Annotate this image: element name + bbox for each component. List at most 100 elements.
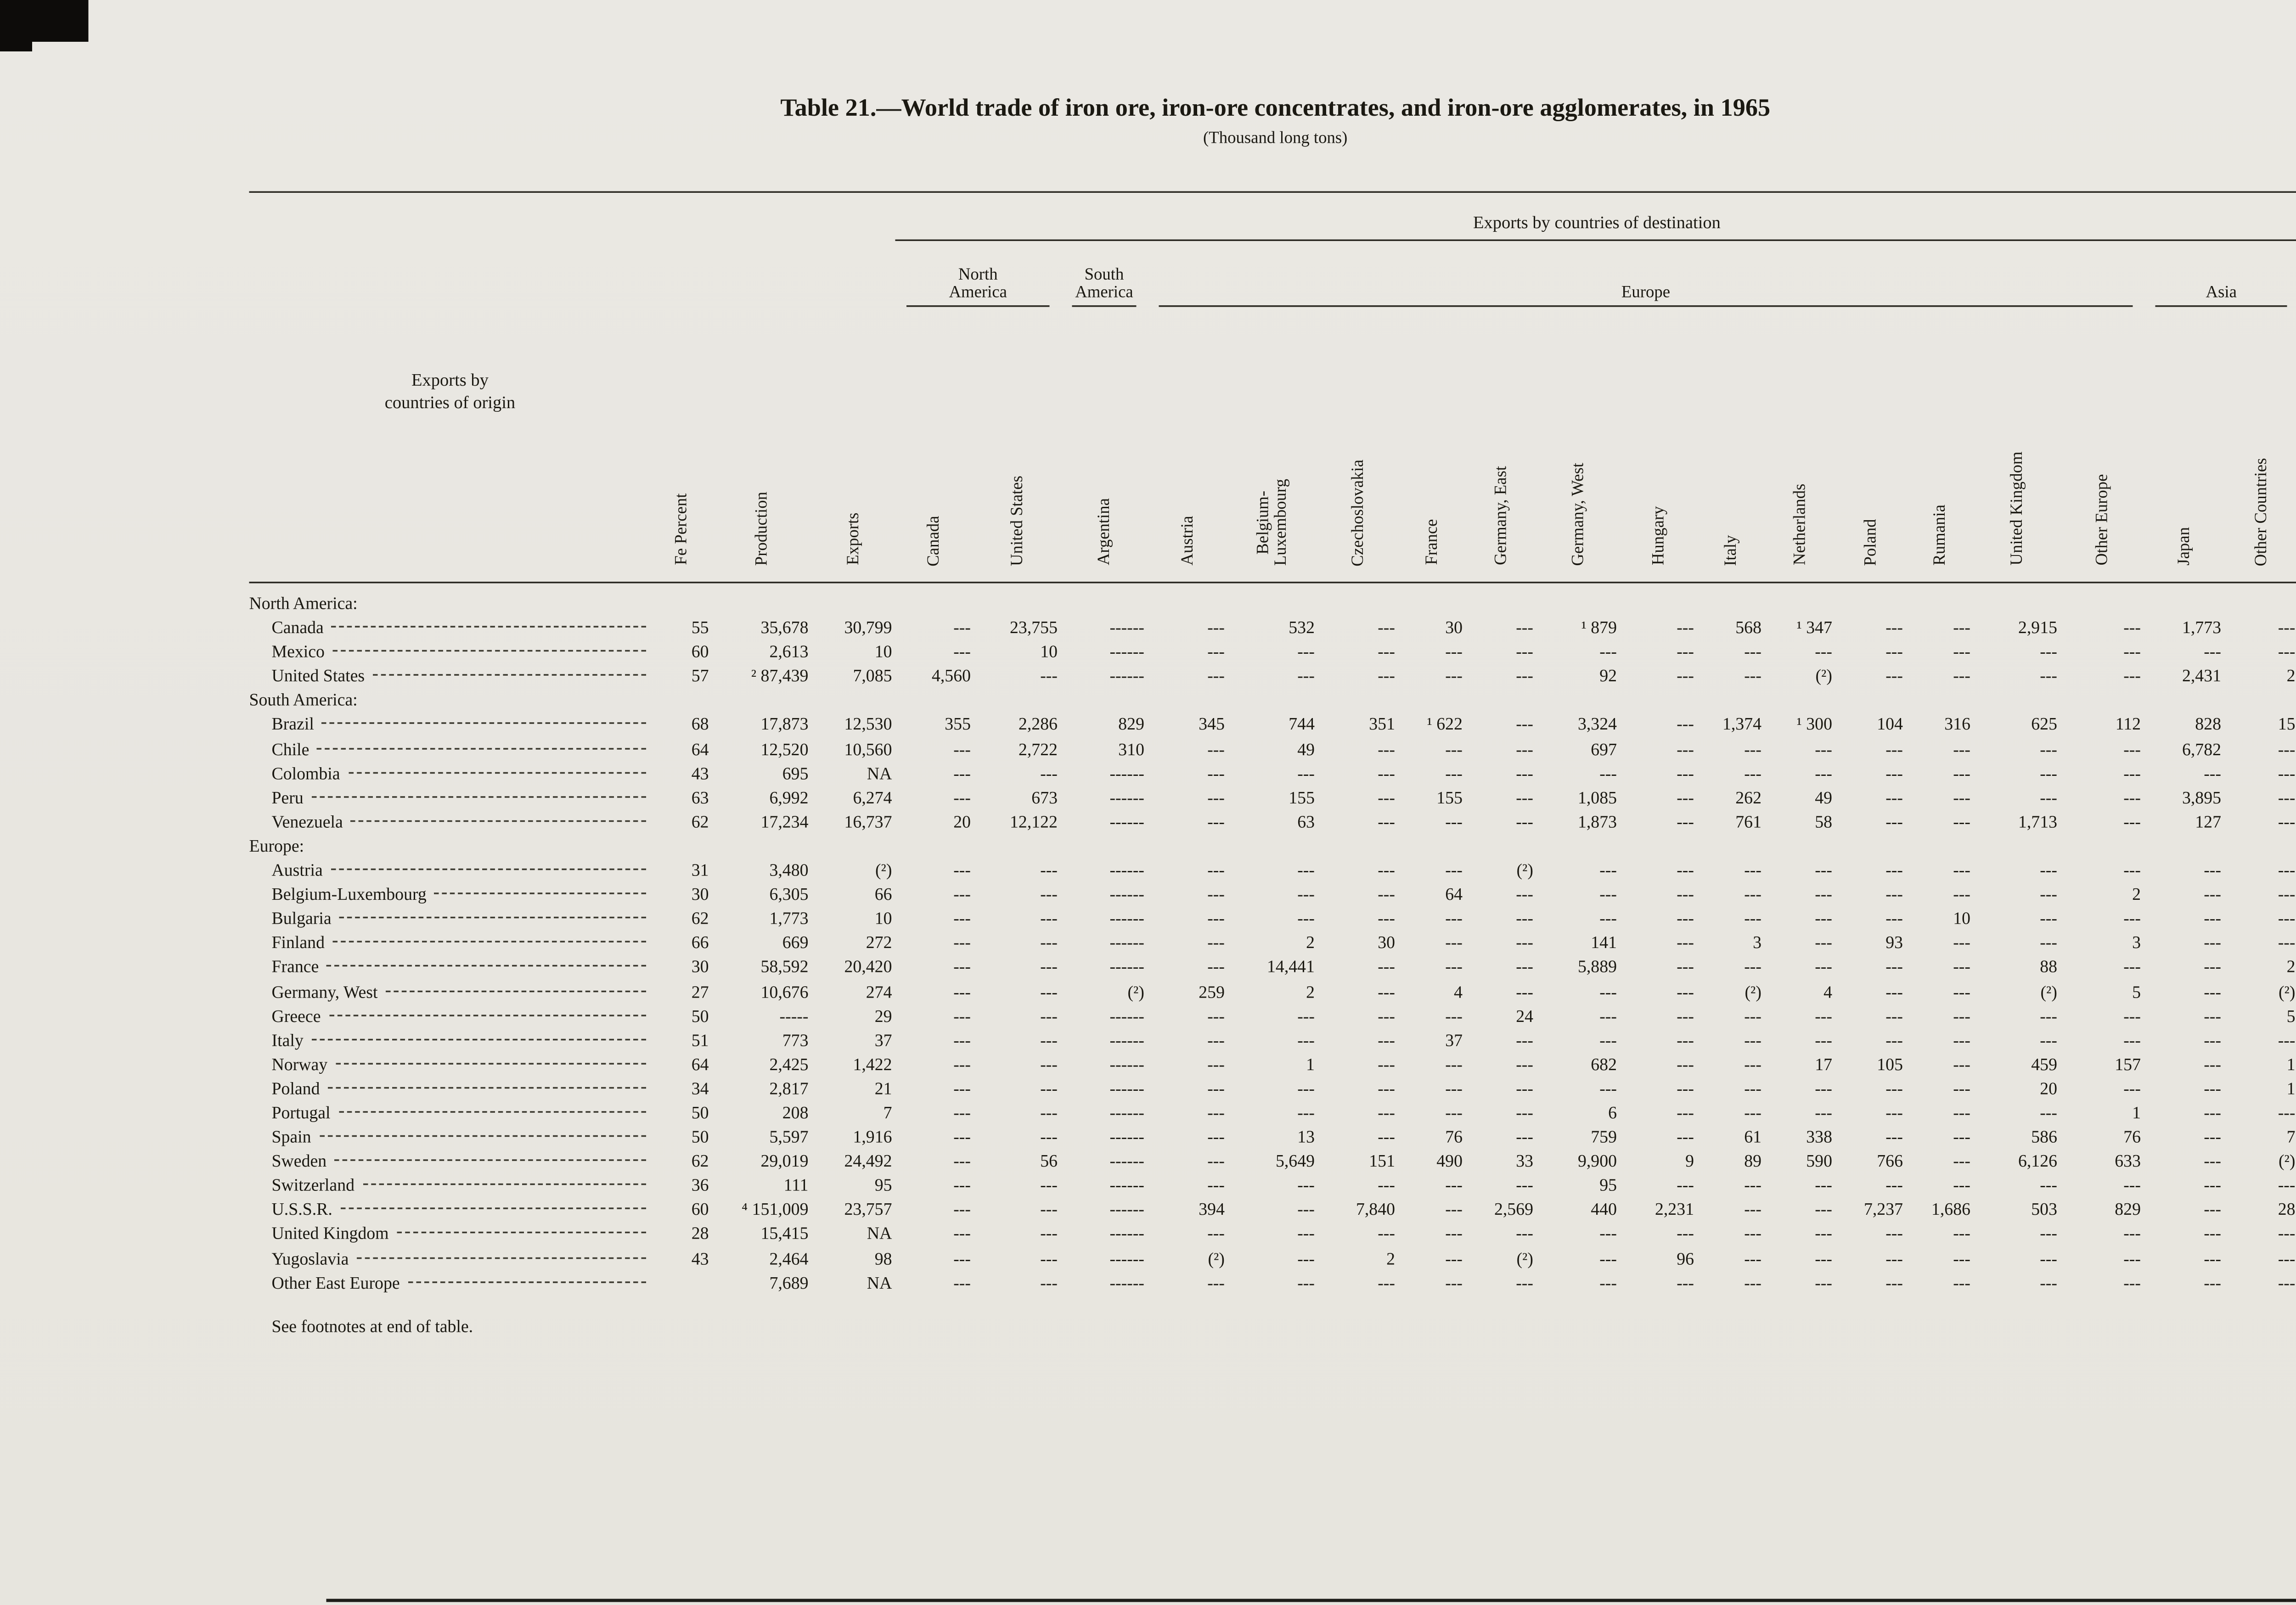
cell-mexico-italy: --- — [1744, 643, 1761, 662]
cell-yugoslavia-canada: --- — [953, 1249, 971, 1269]
cell-belgium-luxembourg-france: 64 — [1445, 885, 1463, 905]
cell-france-italy: --- — [1744, 958, 1761, 978]
cell-other-east-europe-other-countries: --- — [2278, 1274, 2296, 1293]
cell-colombia-canada: --- — [953, 764, 971, 784]
cell-belgium-luxembourg-united-kingdom: --- — [2040, 885, 2057, 905]
cell-bulgaria-canada: --- — [953, 909, 971, 929]
country-row-brazil: Brazil 68 17,873 12,530 355 2,286 829 345 744 351… — [249, 714, 2296, 739]
cell-switzerland-canada: --- — [953, 1176, 971, 1196]
cell-chile-fe-percent: 64 — [691, 740, 709, 759]
cell-sweden-japan: --- — [2204, 1152, 2221, 1172]
cell-spain-belgium-luxembourg: 13 — [1297, 1128, 1315, 1148]
cell-france-rumania: --- — [1953, 958, 1970, 978]
cell-italy-united-kingdom: --- — [2040, 1031, 2057, 1050]
cell-bulgaria-hungary: --- — [1677, 909, 1694, 929]
cell-mexico-argentina: ------ — [1109, 643, 1144, 662]
row-label: Poland — [271, 1079, 320, 1099]
cell-canada-argentina: ------ — [1109, 618, 1144, 638]
cell-switzerland-netherlands: --- — [1815, 1176, 1832, 1196]
cell-united-kingdom-canada: --- — [953, 1225, 971, 1245]
cell-united-kingdom-united-states: --- — [1040, 1225, 1058, 1245]
cell-belgium-luxembourg-other-europe: 2 — [2132, 885, 2141, 905]
cell-colombia-other-countries: --- — [2278, 764, 2296, 784]
column-header-hungary: Hungary — [1620, 306, 1697, 584]
group-label: Asia — [2206, 284, 2237, 303]
cell-united-states-japan: 2,431 — [2182, 667, 2221, 687]
cell-norway-france: --- — [1445, 1055, 1463, 1075]
cell-france-fe-percent: 30 — [691, 958, 709, 978]
cell-poland-france: --- — [1445, 1079, 1463, 1099]
cell-belgium-luxembourg-czechoslovakia: --- — [1378, 885, 1395, 905]
cell-yugoslavia-united-states: --- — [1040, 1249, 1058, 1269]
column-header-canada: Canada — [895, 306, 974, 584]
cell-portugal-fe-percent: 50 — [691, 1104, 709, 1123]
cell-venezuela-argentina: ------ — [1109, 813, 1144, 832]
dash-leader — [386, 990, 646, 992]
cell-belgium-luxembourg-exports: 66 — [874, 885, 892, 905]
cell-greece-czechoslovakia: --- — [1378, 1007, 1395, 1027]
cell-finland-germany-east: --- — [1516, 934, 1533, 954]
cell-canada-belgium-luxembourg: 532 — [1289, 618, 1315, 638]
cell-finland-italy: 3 — [1753, 934, 1761, 954]
cell-mexico-austria: --- — [1207, 643, 1225, 662]
cell-brazil-argentina: 829 — [1118, 716, 1144, 735]
cell-united-states-netherlands: (²) — [1815, 667, 1832, 687]
cell-greece-exports: 29 — [874, 1007, 892, 1027]
trade-table: Exports by countries of destination Nort… — [249, 191, 2296, 1296]
cell-peru-japan: 3,895 — [2182, 788, 2221, 808]
cell-bulgaria-france: --- — [1445, 909, 1463, 929]
column-header-france: France — [1398, 306, 1466, 584]
row-label: Italy — [271, 1031, 304, 1050]
row-label: Belgium-Luxembourg — [271, 885, 427, 905]
cell-united-states-argentina: ------ — [1109, 667, 1144, 687]
cell-venezuela-other-countries: --- — [2278, 813, 2296, 832]
cell-chile-other-countries: --- — [2278, 740, 2296, 759]
cell-venezuela-france: --- — [1445, 813, 1463, 832]
cell-peru-netherlands: 49 — [1815, 788, 1832, 808]
cell-switzerland-fe-percent: 36 — [691, 1176, 709, 1196]
country-row-austria: Austria 31 3,480 (²) --- --- ------ --- --- --- --… — [249, 860, 2296, 884]
destination-header: Exports by countries of destination — [895, 192, 2296, 241]
cell-chile-production: 12,520 — [760, 740, 809, 759]
cell-portugal-canada: --- — [953, 1104, 971, 1123]
cell-austria-belgium-luxembourg: --- — [1297, 861, 1315, 881]
cell-u-s-s-r-canada: --- — [953, 1201, 971, 1220]
cell-mexico-united-states: 10 — [1040, 643, 1058, 662]
cell-bulgaria-germany-west: --- — [1599, 909, 1617, 929]
row-label: Colombia — [271, 764, 340, 784]
cell-u-s-s-r-other-countries: 28 — [2278, 1201, 2296, 1220]
cell-chile-germany-west: 697 — [1591, 740, 1617, 759]
cell-austria-other-europe: --- — [2123, 861, 2141, 881]
cell-sweden-fe-percent: 62 — [691, 1152, 709, 1172]
cell-u-s-s-r-germany-west: 440 — [1591, 1201, 1617, 1220]
cell-united-states-hungary: --- — [1677, 667, 1694, 687]
cell-italy-japan: --- — [2204, 1031, 2221, 1050]
cell-italy-other-countries: --- — [2278, 1031, 2296, 1050]
cell-peru-italy: 262 — [1735, 788, 1761, 808]
cell-other-east-europe-other-europe: --- — [2123, 1274, 2141, 1293]
cell-other-east-europe-germany-west: --- — [1599, 1274, 1617, 1293]
cell-u-s-s-r-united-kingdom: 503 — [2031, 1201, 2057, 1220]
cell-brazil-france: ¹ 622 — [1427, 716, 1463, 735]
cell-france-france: --- — [1445, 958, 1463, 978]
dash-leader — [397, 1232, 646, 1234]
cell-italy-czechoslovakia: --- — [1378, 1031, 1395, 1050]
cell-peru-production: 6,992 — [769, 788, 809, 808]
country-row-spain: Spain 50 5,597 1,916 --- --- ------ --- 13 --- 76-… — [249, 1127, 2296, 1151]
cell-switzerland-germany-west: 95 — [1599, 1176, 1617, 1196]
cell-colombia-exports: NA — [867, 764, 892, 784]
row-label: Finland — [271, 934, 325, 954]
cell-canada-france: 30 — [1445, 618, 1463, 638]
column-header-fe-percent: Fe Percent — [651, 306, 712, 584]
cell-other-east-europe-czechoslovakia: --- — [1378, 1274, 1395, 1293]
cell-italy-italy: --- — [1744, 1031, 1761, 1050]
cell-greece-poland: --- — [1885, 1007, 1903, 1027]
cell-u-s-s-r-exports: 23,757 — [844, 1201, 892, 1220]
cell-switzerland-japan: --- — [2204, 1176, 2221, 1196]
cell-yugoslavia-japan: --- — [2204, 1249, 2221, 1269]
cell-mexico-hungary: --- — [1677, 643, 1694, 662]
cell-greece-argentina: ------ — [1109, 1007, 1144, 1027]
cell-united-kingdom-japan: --- — [2204, 1225, 2221, 1245]
cell-norway-united-states: --- — [1040, 1055, 1058, 1075]
country-row-venezuela: Venezuela 62 17,234 16,737 20 12,122 ------ ---… — [249, 811, 2296, 836]
